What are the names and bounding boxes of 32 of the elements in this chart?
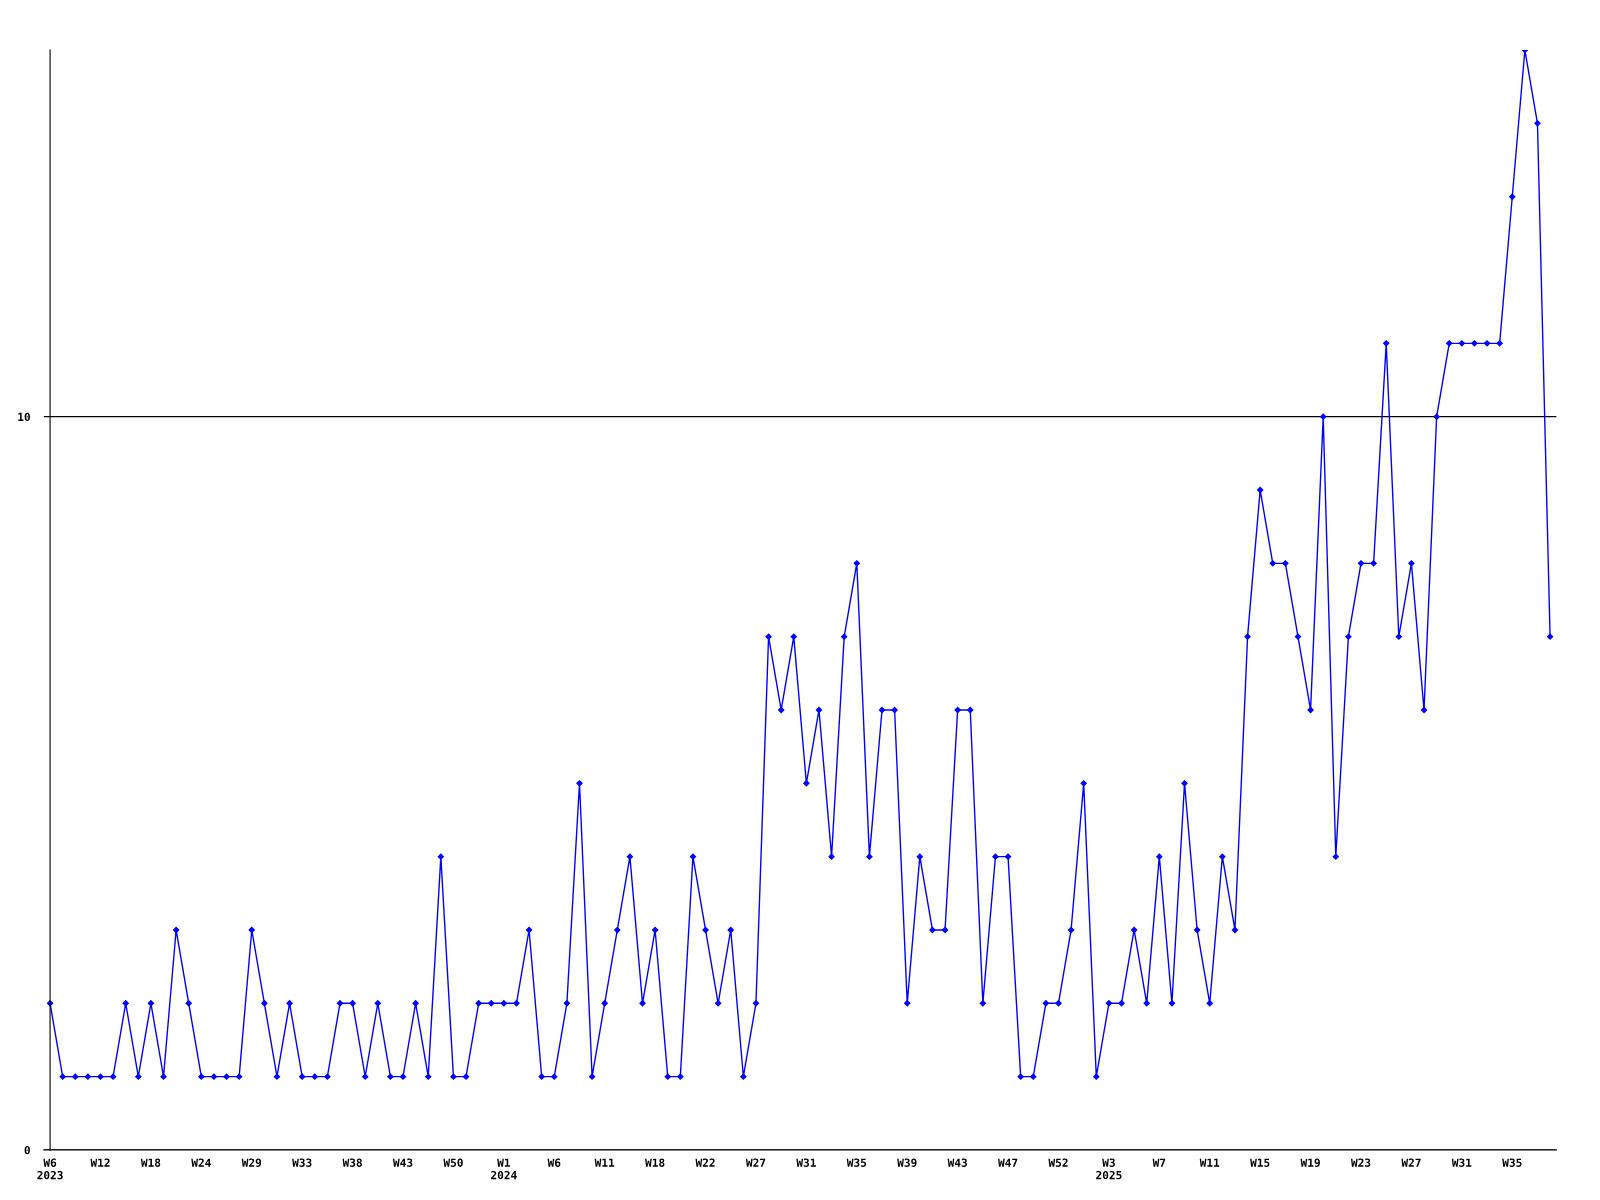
x-tick-label: W11 [1199, 1158, 1220, 1167]
x-tick-label: W1 2024 [491, 1158, 517, 1180]
x-tick-label: W31 [1451, 1158, 1472, 1167]
x-tick-label: W50 [443, 1158, 463, 1167]
x-tick-label: W47 [998, 1158, 1018, 1167]
x-tick-label: W24 [191, 1158, 211, 1167]
x-tick-label: W19 [1300, 1158, 1320, 1167]
x-tick-label: W31 [796, 1158, 816, 1167]
x-tick-label: W22 [695, 1158, 715, 1167]
x-tick-label: W23 [1350, 1158, 1371, 1167]
x-tick-label: W52 [1048, 1158, 1068, 1167]
x-tick-label: W27 [745, 1158, 766, 1167]
x-tick-label: W18 [140, 1158, 161, 1167]
x-tick-label: W6 [547, 1158, 561, 1167]
x-tick-label: W18 [645, 1158, 665, 1167]
x-tick-label: W39 [897, 1158, 917, 1167]
x-tick-label: W33 [292, 1158, 312, 1167]
x-tick-label: W11 [594, 1158, 615, 1167]
y-tick-label: 0 [24, 1145, 30, 1155]
x-tick-label: W15 [1250, 1158, 1270, 1167]
x-tick-label: W43 [947, 1158, 967, 1167]
x-tick-label: W6 2023 [37, 1158, 63, 1180]
x-tick-label: W12 [90, 1158, 110, 1167]
y-tick-label: 10 [18, 412, 30, 422]
x-tick-label: W38 [342, 1158, 362, 1167]
x-tick-label: W43 [392, 1158, 413, 1167]
x-tick-label: W35 [846, 1158, 867, 1167]
x-tick-label: W3 2025 [1096, 1158, 1122, 1180]
x-tick-label: W27 [1401, 1158, 1421, 1167]
x-tick-label: W29 [241, 1158, 262, 1167]
x-tick-label: W7 [1152, 1158, 1166, 1167]
x-tick-label: W35 [1502, 1158, 1522, 1167]
